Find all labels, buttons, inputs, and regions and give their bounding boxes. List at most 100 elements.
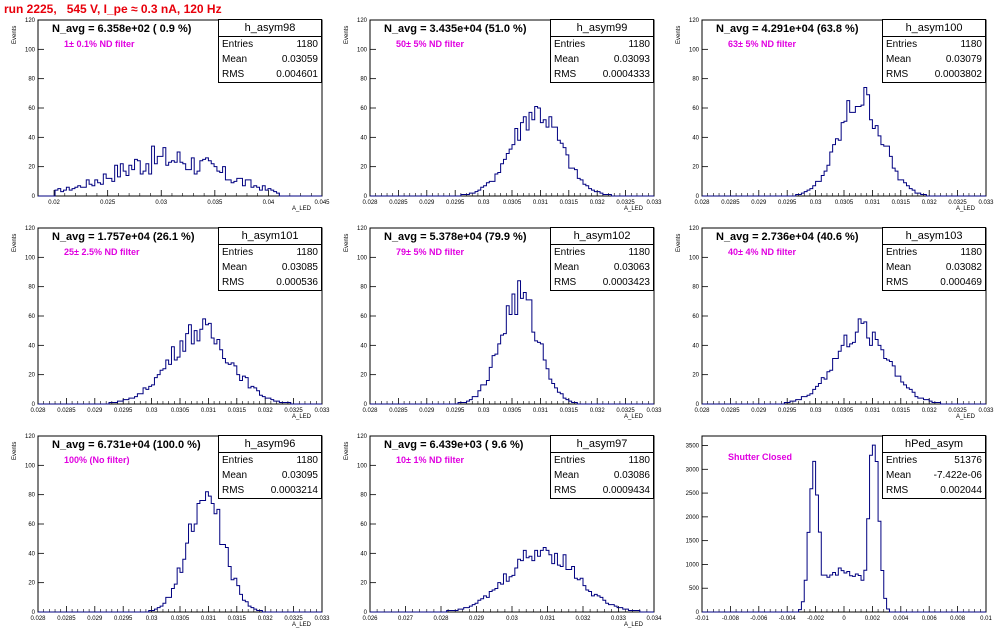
histogram-panel: 0.02 0.025 0.03 0.035 0.04 0.045 0 20 40 60 80 100 1… [0, 14, 332, 221]
x-tick-label: 0.0285 [389, 408, 408, 414]
histogram-panel: 0.028 0.0285 0.029 0.0295 0.03 0.0305 0.031 0.0… [0, 222, 332, 429]
stats-row-rms: RMS 0.0003423 [551, 275, 653, 290]
stats-row-mean: Mean 0.03085 [219, 260, 321, 275]
stats-histogram-name: hPed_asym [883, 436, 985, 453]
stats-value: 0.0004333 [602, 69, 650, 80]
x-tick-label: 0.03 [810, 200, 822, 206]
x-tick-label: 0.0315 [228, 616, 247, 622]
stats-label: RMS [886, 485, 909, 496]
x-tick-label: 0.0325 [616, 408, 635, 414]
x-tick-label: 0.031 [201, 616, 217, 622]
y-tick-label: 80 [692, 77, 699, 83]
stats-row-rms: RMS 0.000469 [883, 275, 985, 290]
y-tick-label: 120 [25, 434, 36, 440]
y-tick-label: 40 [28, 551, 35, 557]
stats-label: Mean [554, 470, 580, 481]
y-tick-label: 60 [692, 314, 699, 320]
x-tick-label: 0.0285 [721, 200, 740, 206]
y-tick-label: 60 [360, 106, 367, 112]
x-tick-label: 0.0285 [57, 616, 76, 622]
x-tick-label: 0.004 [893, 616, 909, 622]
stats-value: 1180 [628, 247, 650, 258]
x-tick-label: 0.029 [419, 408, 435, 414]
x-tick-label: 0.031 [533, 200, 549, 206]
stats-row-rms: RMS 0.0003214 [219, 483, 321, 498]
stats-box: h_asym102 Entries 1180 Mean 0.03063 RMS 0.0003… [550, 227, 654, 291]
stats-row-entries: Entries 1180 [219, 245, 321, 260]
stats-row-rms: RMS 0.002044 [883, 483, 985, 498]
x-tick-label: 0.029 [87, 616, 103, 622]
x-tick-label: 0.029 [751, 200, 767, 206]
y-tick-label: 80 [360, 77, 367, 83]
x-tick-label: 0.035 [207, 200, 223, 206]
histogram-panel: -0.01 -0.008 -0.006 -0.004 -0.002 0 0.002 0.004… [664, 430, 996, 637]
x-tick-label: 0.0285 [389, 200, 408, 206]
stats-label: RMS [222, 485, 245, 496]
stats-value: 0.004601 [276, 69, 318, 80]
y-tick-label: 20 [692, 165, 699, 171]
stats-row-mean: Mean 0.03093 [551, 52, 653, 67]
y-tick-label: 100 [25, 463, 36, 469]
stats-value: 0.000469 [940, 277, 982, 288]
x-tick-label: 0.028 [362, 200, 378, 206]
y-tick-label: 120 [689, 18, 700, 24]
stats-box: h_asym97 Entries 1180 Mean 0.03086 RMS 0.00094… [550, 435, 654, 499]
stats-label: Entries [222, 455, 254, 466]
stats-row-entries: Entries 1180 [883, 245, 985, 260]
y-tick-label: 1000 [686, 562, 700, 568]
stats-label: RMS [554, 485, 577, 496]
x-tick-label: 0.029 [751, 408, 767, 414]
filter-note: 10± 1% ND filter [396, 455, 464, 465]
x-tick-label: 0.0305 [171, 408, 190, 414]
filter-note: 79± 5% ND filter [396, 247, 464, 257]
chart-title: N_avg = 5.378e+04 (79.9 %) [384, 231, 527, 243]
x-tick-label: -0.01 [695, 616, 709, 622]
stats-value: 0.03093 [613, 54, 650, 65]
y-tick-label: 40 [692, 135, 699, 141]
x-tick-label: 0.033 [978, 200, 994, 206]
stats-box: h_asym96 Entries 1180 Mean 0.03095 RMS 0.00032… [218, 435, 322, 499]
y-axis-label: Events [676, 25, 682, 44]
y-axis-label: Events [676, 233, 682, 252]
y-tick-label: 40 [28, 343, 35, 349]
stats-value: -7.422e-06 [933, 470, 982, 481]
stats-value: 0.0003802 [934, 69, 982, 80]
y-tick-label: 500 [689, 586, 700, 592]
x-tick-label: 0.032 [590, 408, 606, 414]
histogram-line [370, 546, 654, 613]
stats-label: Mean [554, 262, 580, 273]
stats-label: Mean [886, 262, 912, 273]
x-tick-label: 0.031 [865, 200, 881, 206]
stats-box: h_asym99 Entries 1180 Mean 0.03093 RMS 0.00043… [550, 19, 654, 83]
x-tick-label: 0.0325 [948, 408, 967, 414]
stats-row-mean: Mean 0.03059 [219, 52, 321, 67]
x-tick-label: 0.033 [611, 616, 627, 622]
stats-value: 1180 [296, 39, 318, 50]
x-tick-label: 0.01 [980, 616, 992, 622]
y-tick-label: 60 [692, 106, 699, 112]
filter-note: 100% (No filter) [64, 455, 130, 465]
x-tick-label: 0.028 [433, 616, 449, 622]
stats-label: Entries [886, 455, 918, 466]
y-tick-label: 20 [692, 373, 699, 379]
chart-title: N_avg = 6.731e+04 (100.0 %) [52, 439, 201, 451]
stats-row-mean: Mean 0.03079 [883, 52, 985, 67]
x-tick-label: 0.0295 [446, 408, 465, 414]
x-axis-label: A_LED [292, 206, 312, 212]
y-tick-label: 120 [689, 226, 700, 232]
x-tick-label: 0.03 [146, 616, 158, 622]
x-tick-label: 0.029 [87, 408, 103, 414]
x-tick-label: 0.033 [978, 408, 994, 414]
x-tick-label: 0.0325 [616, 200, 635, 206]
stats-value: 0.03063 [613, 262, 650, 273]
histogram-panel: 0.028 0.0285 0.029 0.0295 0.03 0.0305 0.031 0.0… [664, 14, 996, 221]
x-tick-label: 0.0305 [835, 408, 854, 414]
x-tick-label: 0.032 [922, 408, 938, 414]
x-axis-label: A_LED [956, 206, 976, 212]
x-tick-label: 0.002 [865, 616, 881, 622]
y-tick-label: 80 [28, 285, 35, 291]
stats-label: Mean [222, 54, 248, 65]
stats-value: 0.000536 [276, 277, 318, 288]
x-tick-label: 0.032 [922, 200, 938, 206]
x-tick-label: 0.026 [362, 616, 378, 622]
